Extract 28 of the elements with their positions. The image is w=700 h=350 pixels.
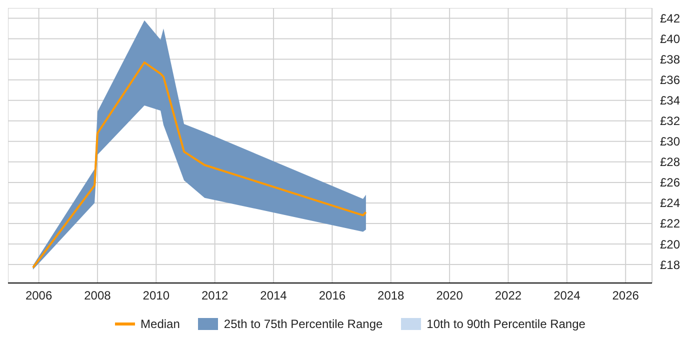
x-tick-label: 2010 <box>142 288 170 303</box>
x-tick-label: 2022 <box>494 288 522 303</box>
y-tick-label: £38 <box>660 52 680 67</box>
y-tick-label: £28 <box>660 155 680 170</box>
y-tick-label: £32 <box>660 114 680 128</box>
y-tick-label: £24 <box>660 196 680 210</box>
legend-label: 25th to 75th Percentile Range <box>224 317 383 331</box>
y-tick-label: £40 <box>660 32 680 46</box>
y-tick-label: £42 <box>660 12 680 26</box>
x-tick-label: 2020 <box>436 288 464 303</box>
x-tick-label: 2026 <box>612 288 640 303</box>
x-tick-label: 2014 <box>260 288 288 303</box>
x-tick-label: 2008 <box>84 288 112 303</box>
y-tick-label: £22 <box>660 216 680 231</box>
y-tick-label: £18 <box>660 258 680 272</box>
x-tick-label: 2012 <box>201 288 229 303</box>
legend-label: 10th to 90th Percentile Range <box>426 317 586 331</box>
x-tick-label: 2006 <box>25 288 52 303</box>
y-tick-label: £26 <box>660 176 680 190</box>
y-tick-label: £36 <box>660 73 680 88</box>
legend-label: Median <box>140 317 180 331</box>
x-tick-label: 2018 <box>378 288 405 303</box>
y-tick-label: £20 <box>660 237 680 252</box>
y-tick-label: £30 <box>660 134 680 149</box>
x-tick-label: 2016 <box>318 288 346 303</box>
line-series <box>32 61 367 269</box>
y-tick-label: £34 <box>660 94 680 108</box>
x-tick-label: 2024 <box>554 288 581 303</box>
